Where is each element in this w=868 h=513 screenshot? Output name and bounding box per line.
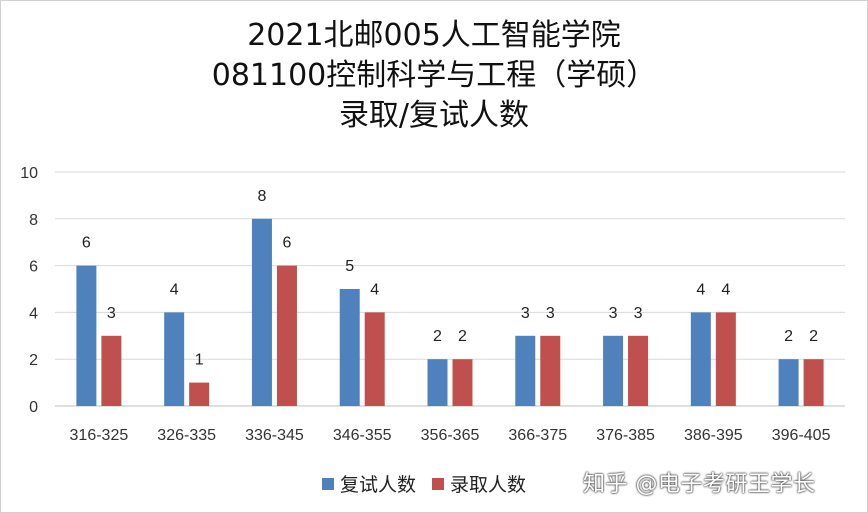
chart-title-line-1: 2021北邮005人工智能学院 bbox=[247, 18, 621, 53]
x-tick-label-356-365: 356-365 bbox=[421, 427, 480, 444]
data-label-series2-396-405: 2 bbox=[809, 328, 818, 345]
chart-title-line-2: 081100控制科学与工程（学硕） bbox=[211, 58, 657, 93]
bar-series1-316-325 bbox=[76, 265, 97, 406]
data-label-series2-346-355: 4 bbox=[370, 281, 379, 298]
data-label-series1-346-355: 5 bbox=[345, 258, 354, 275]
data-label-series2-326-335: 1 bbox=[195, 352, 204, 369]
legend-item-series1: 复试人数 bbox=[322, 470, 416, 497]
data-label-series2-376-385: 3 bbox=[634, 305, 643, 322]
legend: 复试人数 录取人数 bbox=[322, 470, 542, 497]
bar-series1-356-365 bbox=[427, 359, 448, 406]
data-label-series2-356-365: 2 bbox=[458, 328, 467, 345]
bar-series1-396-405 bbox=[778, 359, 799, 406]
x-tick-label-366-375: 366-375 bbox=[508, 427, 567, 444]
legend-label-series2: 录取人数 bbox=[450, 474, 527, 496]
x-tick-label-396-405: 396-405 bbox=[772, 427, 831, 444]
chart-title-line-3: 录取/复试人数 bbox=[338, 98, 530, 133]
data-label-series2-336-345: 6 bbox=[282, 235, 291, 252]
x-tick-label-326-335: 326-335 bbox=[157, 427, 216, 444]
data-label-series1-336-345: 8 bbox=[257, 188, 266, 205]
data-label-series1-316-325: 6 bbox=[82, 235, 91, 252]
data-label-series2-316-325: 3 bbox=[107, 305, 116, 322]
y-tick-label-4: 4 bbox=[29, 305, 38, 322]
legend-swatch-series2 bbox=[432, 477, 445, 490]
legend-label-series1: 复试人数 bbox=[340, 474, 417, 496]
data-label-series1-376-385: 3 bbox=[609, 305, 618, 322]
watermark: 知乎 @电子考研王学长 bbox=[583, 472, 816, 497]
bar-series1-336-345 bbox=[251, 218, 272, 406]
bar-series1-366-375 bbox=[515, 335, 536, 406]
bar-series1-386-395 bbox=[690, 312, 711, 406]
bar-series1-346-355 bbox=[339, 289, 360, 406]
y-tick-label-8: 8 bbox=[29, 212, 38, 229]
bar-series2-336-345 bbox=[276, 265, 297, 406]
data-label-series2-366-375: 3 bbox=[546, 305, 555, 322]
x-tick-label-336-345: 336-345 bbox=[245, 427, 304, 444]
bar-series2-366-375 bbox=[540, 335, 561, 406]
data-label-series1-356-365: 2 bbox=[433, 328, 442, 345]
data-label-series1-386-395: 4 bbox=[696, 281, 705, 298]
data-label-series1-326-335: 4 bbox=[170, 281, 179, 298]
bar-series2-376-385 bbox=[628, 335, 649, 406]
y-tick-label-0: 0 bbox=[29, 399, 38, 416]
bar-series2-356-365 bbox=[452, 359, 473, 406]
x-tick-label-376-385: 376-385 bbox=[596, 427, 655, 444]
bar-series2-396-405 bbox=[803, 359, 824, 406]
data-label-series1-396-405: 2 bbox=[784, 328, 793, 345]
y-tick-label-6: 6 bbox=[29, 259, 38, 276]
y-tick-label-10: 10 bbox=[20, 165, 38, 182]
bar-series1-326-335 bbox=[164, 312, 185, 406]
x-tick-label-386-395: 386-395 bbox=[684, 427, 743, 444]
data-label-series1-366-375: 3 bbox=[521, 305, 530, 322]
y-tick-label-2: 2 bbox=[29, 352, 38, 369]
bar-series2-326-335 bbox=[189, 382, 210, 406]
x-tick-label-346-355: 346-355 bbox=[333, 427, 392, 444]
bar-series1-376-385 bbox=[603, 335, 624, 406]
bar-series2-386-395 bbox=[715, 312, 736, 406]
data-label-series2-386-395: 4 bbox=[721, 281, 730, 298]
bar-series2-316-325 bbox=[101, 335, 122, 406]
bar-series2-346-355 bbox=[364, 312, 385, 406]
x-tick-label-316-325: 316-325 bbox=[70, 427, 129, 444]
legend-item-series2: 录取人数 bbox=[432, 470, 526, 497]
legend-swatch-series1 bbox=[322, 477, 334, 490]
